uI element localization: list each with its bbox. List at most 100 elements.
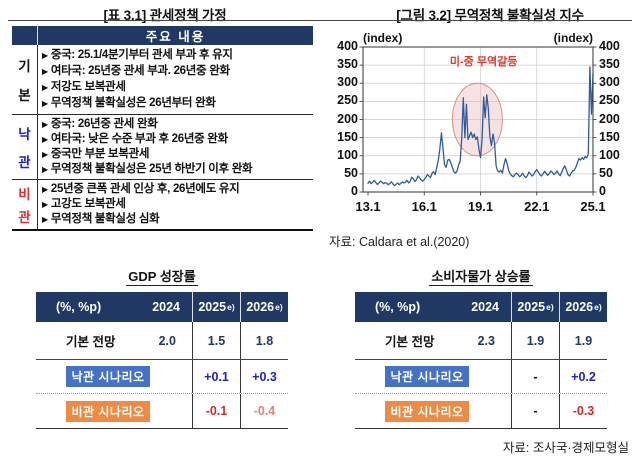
bullet-icon: ▶ (42, 165, 48, 174)
list-item: ▶ 무역정책 불확실성은 26년부터 완화 (42, 97, 216, 109)
x-axis-tick-label: 25.1 (580, 199, 606, 214)
list-item: ▶ 중국: 26년중 관세 완화 (42, 118, 158, 130)
list-item: ▶ 고강도 보복관세 (42, 198, 126, 210)
scenario-row-base: 기 본 ▶ 중국: 25.1/4분기부터 관세 부과 후 유지 ▶ 여타국: 25년… (12, 45, 313, 115)
y-axis-tick-label: 0 (351, 184, 358, 198)
y-axis-tick-label: 200 (599, 111, 620, 126)
table-row-optimistic: 낙관 시나리오 +0.1 +0.3 (36, 360, 288, 394)
row-label: 기본 전망 (385, 335, 435, 349)
chart-source-note: 자료: Caldara et al.(2020) (329, 235, 470, 249)
scenario-label-char: 낙 (18, 127, 31, 142)
bullet-icon: ▶ (42, 150, 48, 159)
value-2024: 2.0 (158, 333, 176, 348)
value-2026: -0.4 (240, 394, 288, 428)
scenario-label-char: 본 (18, 88, 31, 104)
table-row-pessimistic: 비관 시나리오 -0.1 -0.4 (36, 394, 288, 428)
scenario-label-char: 관 (18, 155, 31, 170)
table-row-base-forecast: 기본 전망 2.0 1.5 1.8 (36, 322, 288, 360)
value-2025: +0.1 (192, 360, 240, 393)
value-2025: - (511, 394, 559, 428)
cpi-table-body: (%, %p) 2024 2025 e) 2026 e) 기본 전망 2.3 1.9 1… (355, 292, 607, 429)
scenario-items-base: ▶ 중국: 25.1/4분기부터 관세 부과 후 유지 ▶ 여타국: 25년중 관세… (38, 45, 313, 114)
y-axis-tick-label: 300 (337, 75, 358, 90)
bullet-icon: ▶ (42, 51, 48, 60)
uncertainty-chart-title: [그림 3.2] 무역정책 불확실성 지수 (396, 8, 584, 23)
list-item: ▶ 여타국: 25년중 관세 부과. 26년중 완화 (42, 65, 230, 77)
column-header-2025: 2025 e) (192, 292, 240, 322)
value-2026: +0.3 (240, 360, 288, 393)
gdp-table-title: GDP 성장률 (126, 269, 198, 286)
scenario-label-char: 비 (18, 187, 31, 202)
bullet-icon: ▶ (42, 67, 48, 76)
y-axis-tick-label: 350 (599, 57, 620, 72)
y-axis-tick-label: 0 (599, 184, 606, 198)
bullet-icon: ▶ (42, 185, 48, 194)
column-header-2025: 2025 e) (511, 292, 559, 322)
row-label: 기본 전망 (66, 335, 116, 349)
column-header-2026: 2026 e) (240, 292, 288, 322)
list-item: ▶ 무역정책 불확실성은 25년 하반기 이후 완화 (42, 163, 253, 175)
pessimistic-scenario-badge: 비관 시나리오 (66, 400, 150, 422)
y-axis-tick-label: 300 (599, 75, 620, 90)
uncertainty-line-chart: 미-중 무역갈등 (359, 46, 597, 196)
column-header-2024: 2024 (471, 300, 499, 314)
cpi-table-title: 소비자물가 상승률 (429, 269, 533, 286)
svg-text:미-중 무역갈등: 미-중 무역갈등 (450, 54, 517, 68)
y-axis-tick-label: 400 (337, 39, 358, 53)
bullet-icon: ▶ (42, 120, 48, 129)
y-axis-tick-label: 250 (337, 93, 358, 108)
bullet-icon: ▶ (42, 200, 48, 209)
cpi-inflation-table: 소비자물가 상승률 (%, %p) 2024 2025 e) 2026 e) 기본 전… (355, 266, 607, 429)
x-axis-tick-label: 22.1 (524, 199, 550, 214)
y-axis-tick-label: 350 (337, 57, 358, 72)
table-row-base-forecast: 기본 전망 2.3 1.9 1.9 (355, 322, 607, 360)
list-item: ▶ 중국: 25.1/4분기부터 관세 부과 후 유지 (42, 49, 233, 61)
value-2025: -0.1 (192, 394, 240, 428)
x-axis-tick-label: 19.1 (467, 199, 494, 214)
tariff-assumption-table: 주요 내용 기 본 ▶ 중국: 25.1/4분기부터 관세 부과 후 유지 ▶ 여타… (12, 26, 313, 231)
y-axis-tick-label: 50 (344, 165, 358, 180)
list-item: ▶ 여타국: 낮은 수준 부과 후 26년중 완화 (42, 133, 228, 145)
value-2026: -0.3 (559, 394, 607, 428)
value-2025: - (511, 360, 559, 393)
scenario-items-pessimistic: ▶ 25년중 큰폭 관세 인상 후, 26년에도 유지 ▶ 고강도 보복관세 ▶ 무역… (38, 180, 313, 229)
y-axis-tick-label: 150 (337, 129, 358, 144)
table-row-pessimistic: 비관 시나리오 - -0.3 (355, 394, 607, 428)
y-axis-unit-label-left: (index) (363, 31, 403, 45)
list-item: ▶ 중국만 부분 보복관세 (42, 148, 150, 160)
tables-source-note: 자료: 조사국·경제모형실 (502, 441, 629, 455)
tariff-table-header-row: 주요 내용 (12, 26, 313, 45)
list-item: ▶ 무역정책 불확실성 심화 (42, 213, 160, 225)
y-axis-tick-label: 150 (599, 129, 620, 144)
pessimistic-scenario-badge: 비관 시나리오 (385, 400, 469, 422)
scenario-row-pessimistic: 비 관 ▶ 25년중 큰폭 관세 인상 후, 26년에도 유지 ▶ 고강도 보복관세… (12, 180, 313, 229)
value-2026: 1.9 (559, 322, 607, 359)
header-divider-rule (8, 20, 632, 21)
bullet-icon: ▶ (42, 135, 48, 144)
bullet-icon: ▶ (42, 83, 48, 92)
y-axis-tick-label: 100 (337, 147, 358, 162)
column-header-2024: 2024 (152, 300, 180, 314)
value-2025: 1.9 (511, 322, 559, 359)
value-2026: +0.2 (559, 360, 607, 393)
scenario-label-base: 기 본 (12, 45, 38, 114)
bullet-icon: ▶ (42, 99, 48, 108)
scenario-label-char: 기 (18, 58, 31, 74)
tariff-table-header-label: 주요 내용 (145, 30, 206, 44)
value-2026: 1.8 (240, 322, 288, 359)
x-axis-tick-label: 16.1 (411, 199, 437, 214)
gdp-table-body: (%, %p) 2024 2025 e) 2026 e) 기본 전망 2.0 1.5 1… (36, 292, 288, 429)
y-axis-tick-label: 400 (599, 39, 620, 53)
scenario-row-optimistic: 낙 관 ▶ 중국: 26년중 관세 완화 ▶ 여타국: 낮은 수준 부과 후 26년… (12, 115, 313, 180)
optimistic-scenario-badge: 낙관 시나리오 (385, 366, 469, 387)
scenario-label-char: 관 (18, 210, 31, 225)
list-item: ▶ 저강도 보복관세 (42, 81, 126, 93)
gdp-growth-table: GDP 성장률 (%, %p) 2024 2025 e) 2026 e) 기본 전망 2… (36, 266, 288, 429)
table-header-row: (%, %p) 2024 2025 e) 2026 e) (36, 292, 288, 322)
table-header-row: (%, %p) 2024 2025 e) 2026 e) (355, 292, 607, 322)
x-axis-tick-label: 13.1 (355, 199, 381, 214)
unit-label: (%, %p) (56, 300, 102, 314)
tariff-table-title: [표 3.1] 관세정책 가정 (103, 8, 227, 23)
tariff-table-header-corner (12, 26, 38, 45)
